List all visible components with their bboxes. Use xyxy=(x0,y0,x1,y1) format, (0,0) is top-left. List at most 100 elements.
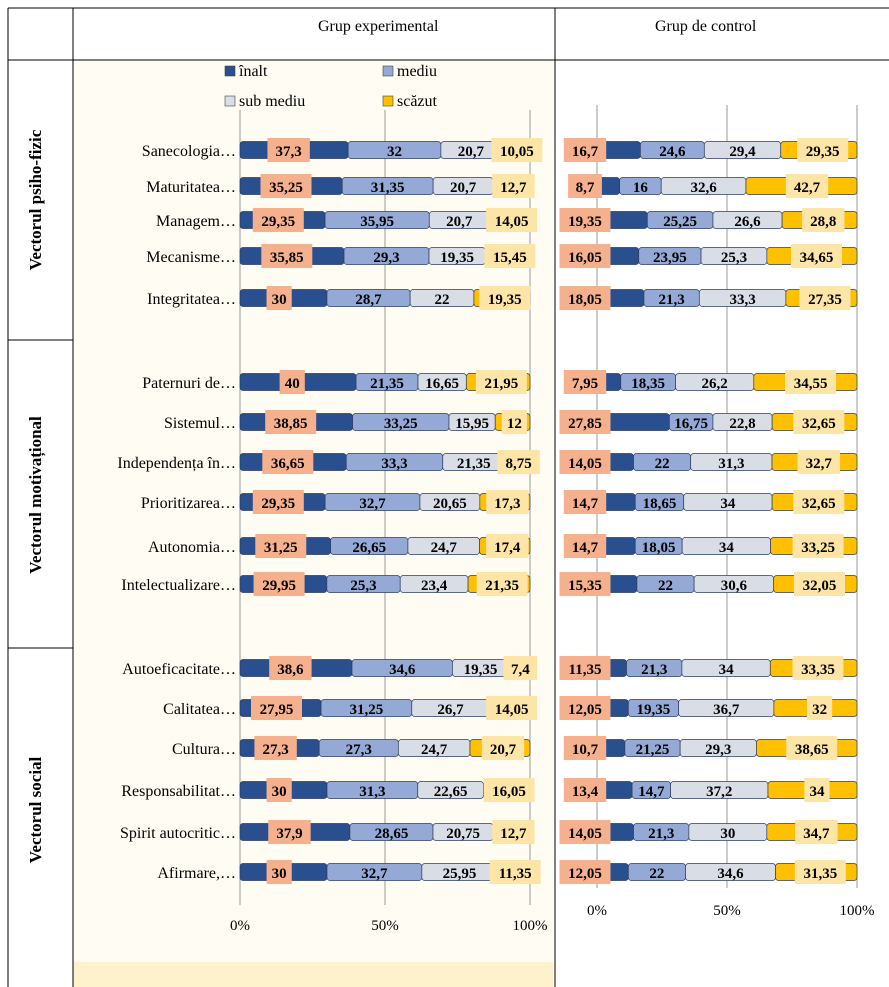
category-label: Mecanisme… xyxy=(146,249,236,266)
exp-value-label: 29,95 xyxy=(262,578,296,594)
exp-value-label: 27,3 xyxy=(263,742,289,758)
ctl-value-label: 34,65 xyxy=(800,250,834,266)
ctl-value-label: 13,4 xyxy=(572,784,599,800)
ctl-label-bg xyxy=(559,696,611,720)
ctl-value-label: 16,75 xyxy=(674,416,708,432)
exp-value-label: 20,7 xyxy=(446,214,473,230)
category-label: Managem… xyxy=(156,213,236,230)
exp-value-label: 26,7 xyxy=(437,702,464,718)
ctl-value-label: 16,7 xyxy=(572,144,599,160)
ctl-value-label: 29,3 xyxy=(705,742,731,758)
category-label: Sistemul… xyxy=(164,415,236,432)
exp-value-label: 22 xyxy=(435,292,450,308)
exp-value-label: 36,65 xyxy=(271,456,305,472)
ctl-value-label: 29,35 xyxy=(806,144,840,160)
exp-value-label: 26,65 xyxy=(352,540,386,556)
exp-label-bg xyxy=(267,138,310,162)
ctl-value-label: 8,7 xyxy=(576,180,595,196)
exp-value-label: 7,4 xyxy=(511,662,530,678)
legend-label: sub mediu xyxy=(239,93,305,110)
exp-label-bg xyxy=(476,572,528,596)
exp-value-label: 35,25 xyxy=(269,180,303,196)
exp-value-label: 38,6 xyxy=(277,662,304,678)
ctl-value-label: 15,35 xyxy=(568,578,602,594)
exp-value-label: 25,3 xyxy=(350,578,376,594)
exp-value-label: 31,3 xyxy=(359,784,385,800)
exp-label-bg xyxy=(489,860,541,884)
ctl-label-bg xyxy=(559,208,611,232)
ctl-label-bg xyxy=(793,410,845,434)
exp-label-bg xyxy=(250,696,302,720)
exp-label-bg xyxy=(484,244,536,268)
ctl-label-bg xyxy=(559,820,611,844)
exp-label-bg xyxy=(492,174,535,198)
exp-label-bg xyxy=(252,490,304,514)
exp-value-label: 19,35 xyxy=(440,250,474,266)
category-label: Afirmare,… xyxy=(157,865,236,882)
exp-label-bg xyxy=(268,820,311,844)
ctl-value-label: 36,7 xyxy=(713,702,740,718)
category-label: Autonomia… xyxy=(148,539,236,556)
ctl-value-label: 18,05 xyxy=(642,540,676,556)
exp-value-label: 33,25 xyxy=(384,416,418,432)
ctl-value-label: 12,05 xyxy=(568,866,602,882)
ctl-value-label: 34 xyxy=(809,784,825,800)
exp-label-bg xyxy=(486,208,538,232)
exp-value-label: 14,05 xyxy=(495,702,529,718)
ctl-value-label: 19,35 xyxy=(637,702,671,718)
ctl-value-label: 21,3 xyxy=(648,826,674,842)
ctl-value-label: 32,7 xyxy=(806,456,833,472)
exp-value-label: 24,7 xyxy=(431,540,458,556)
ctl-value-label: 16 xyxy=(633,180,649,196)
exp-value-label: 14,05 xyxy=(495,214,529,230)
ctl-value-label: 10,7 xyxy=(572,742,599,758)
ctl-value-label: 22,8 xyxy=(729,416,755,432)
vector-label-social: Vectorul social xyxy=(26,756,45,864)
ctl-tick-label: 50% xyxy=(713,903,741,919)
ctl-value-label: 30,6 xyxy=(721,578,748,594)
ctl-label-bg xyxy=(790,244,842,268)
exp-value-label: 21,35 xyxy=(457,456,491,472)
exp-value-label: 28,65 xyxy=(375,826,409,842)
exp-value-label: 25,95 xyxy=(443,866,477,882)
ctl-label-bg xyxy=(795,820,838,844)
exp-value-label: 28,7 xyxy=(355,292,382,308)
exp-value-label: 29,35 xyxy=(261,496,295,512)
category-label: Autoeficacitate… xyxy=(122,661,236,678)
exp-value-label: 35,95 xyxy=(360,214,394,230)
exp-value-label: 20,65 xyxy=(433,496,467,512)
exp-label-bg xyxy=(266,778,292,802)
ctl-label-bg xyxy=(559,410,611,434)
ctl-value-label: 22 xyxy=(655,456,670,472)
ctl-value-label: 21,25 xyxy=(636,742,670,758)
ctl-value-label: 22 xyxy=(649,866,664,882)
ctl-label-bg xyxy=(792,534,844,558)
ctl-label-bg xyxy=(793,490,845,514)
ctl-value-label: 16,05 xyxy=(568,250,602,266)
ctl-value-label: 18,05 xyxy=(568,292,602,308)
ctl-value-label: 14,05 xyxy=(568,456,602,472)
exp-label-bg xyxy=(486,696,538,720)
ctl-value-label: 32,65 xyxy=(802,416,836,432)
category-label: Spirit autocritic… xyxy=(120,825,236,842)
exp-value-label: 16,05 xyxy=(492,784,526,800)
category-label: Intelectualizare… xyxy=(121,577,236,594)
ctl-value-label: 11,35 xyxy=(569,662,602,678)
ctl-value-label: 28,8 xyxy=(810,214,836,230)
ctl-value-label: 32 xyxy=(812,702,827,718)
ctl-value-label: 14,7 xyxy=(572,540,599,556)
exp-value-label: 32,7 xyxy=(359,496,386,512)
exp-value-label: 23,4 xyxy=(421,578,448,594)
exp-value-label: 40 xyxy=(285,376,300,392)
ctl-value-label: 14,7 xyxy=(572,496,599,512)
legend-label: înalt xyxy=(238,63,268,80)
category-label: Responsabilitat… xyxy=(121,783,236,800)
exp-value-label: 29,35 xyxy=(261,214,295,230)
category-label: Independența în… xyxy=(117,455,236,472)
ctl-value-label: 24,6 xyxy=(659,144,686,160)
exp-label-bg xyxy=(492,820,535,844)
ctl-value-label: 7,95 xyxy=(572,376,598,392)
exp-value-label: 19,35 xyxy=(488,292,522,308)
exp-value-label: 32 xyxy=(387,144,402,160)
